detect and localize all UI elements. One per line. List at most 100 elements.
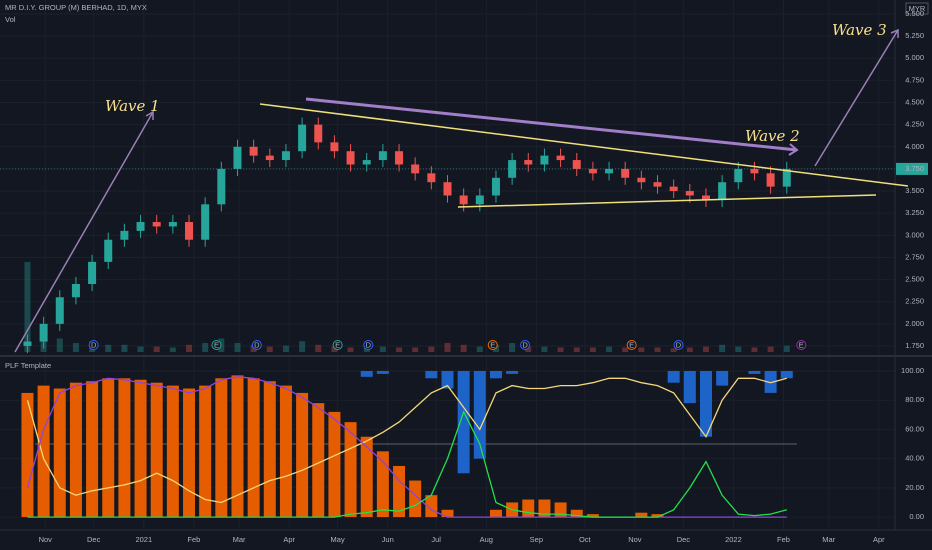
event-label: E [214, 340, 219, 349]
x-tick-label: Apr [873, 535, 885, 544]
candle-body [23, 341, 32, 346]
histogram-bar [635, 512, 648, 518]
candle-body [459, 195, 468, 205]
event-label: D [366, 340, 372, 349]
volume-bar [299, 341, 306, 352]
volume-bar [266, 346, 273, 352]
candle-body [136, 222, 145, 231]
candle-body [637, 177, 646, 183]
arrow-head [145, 110, 154, 120]
candle-body [346, 151, 355, 165]
candle-body [605, 168, 614, 174]
histogram-bar [780, 371, 793, 379]
currency: MYR [909, 4, 926, 13]
histogram-bar [764, 371, 777, 393]
histogram-bar [489, 371, 502, 379]
volume-bar [379, 346, 386, 352]
candle-body [104, 239, 113, 262]
candle-body [524, 160, 533, 165]
candle-body [88, 261, 97, 284]
histogram-bar [376, 451, 389, 518]
event-label: D [91, 340, 97, 349]
volume-bar [137, 346, 144, 352]
lower-trendline [457, 194, 877, 208]
x-tick-label: Mar [822, 535, 835, 544]
candle-body [152, 222, 161, 227]
volume-bar [153, 346, 160, 352]
candle-body [249, 146, 258, 156]
histogram-bar [441, 371, 454, 389]
histogram-bar [37, 385, 50, 518]
histogram-bar [183, 388, 196, 518]
volume-bar [622, 347, 629, 352]
y-tick-label: 2.500 [905, 275, 924, 284]
arrow-head [890, 28, 899, 38]
volume-label: Vol [5, 15, 16, 24]
volume-bar [56, 338, 63, 352]
candle-body [298, 124, 307, 152]
wave-1-arrow [14, 111, 154, 353]
volume-bar [202, 343, 209, 352]
y-tick-label: 3.250 [905, 208, 924, 217]
histogram-bar [651, 514, 664, 518]
histogram-bar [102, 378, 115, 518]
event-label: E [335, 340, 340, 349]
histogram-bar [538, 499, 551, 518]
volume-bar [783, 345, 790, 352]
candle-body [201, 204, 210, 240]
histogram-bar [328, 411, 341, 518]
x-tick-label: Nov [628, 535, 642, 544]
y-tick-label: 3.000 [905, 230, 924, 239]
volume-bar [282, 345, 289, 352]
volume-bar [525, 346, 532, 352]
event-marker [520, 340, 531, 350]
event-marker [251, 340, 262, 350]
volume-bar [315, 344, 322, 352]
candle-body [443, 182, 452, 196]
histogram-bar [441, 509, 454, 518]
event-marker [487, 340, 498, 350]
histogram-bar [425, 371, 438, 379]
x-tick-label: Oct [579, 535, 592, 544]
histogram-bar [69, 382, 82, 518]
volume-bar [589, 347, 596, 352]
y-tick-label: 80.00 [905, 395, 924, 404]
histogram-bar [166, 385, 179, 518]
candle-body [782, 168, 791, 187]
histogram-bar [231, 375, 244, 518]
y-tick-label: 4.500 [905, 98, 924, 107]
volume-bar [670, 348, 677, 352]
y-tick-label: 0.00 [909, 512, 924, 521]
volume-bar [234, 343, 241, 352]
x-tick-label: Feb [187, 535, 200, 544]
candle-body [330, 142, 339, 152]
x-tick-label: Jun [382, 535, 394, 544]
volume-bar [767, 346, 774, 352]
volume-bar [444, 343, 451, 352]
histogram-bar [360, 436, 373, 518]
candle-body [168, 222, 177, 227]
histogram-bar [489, 509, 502, 518]
x-tick-label: 2021 [135, 535, 152, 544]
candle-body [378, 151, 387, 161]
event-marker [363, 340, 374, 350]
histogram-bar [150, 382, 163, 518]
candle-body [71, 284, 80, 298]
histogram-bar [199, 385, 212, 518]
volume-bar [638, 347, 645, 352]
candle-body [362, 160, 371, 165]
event-marker [332, 340, 343, 350]
candle-body [734, 168, 743, 183]
histogram-bar [296, 392, 309, 518]
y-tick-label: 4.250 [905, 120, 924, 129]
purple-trendline [305, 97, 798, 152]
candle-body [669, 186, 678, 192]
histogram-bar [457, 371, 470, 474]
y-tick-label: 4.000 [905, 142, 924, 151]
histogram-bar [279, 385, 292, 518]
histogram-bar [21, 392, 34, 518]
x-tick-label: May [331, 535, 345, 544]
volume-bar [573, 347, 580, 352]
candle-body [766, 173, 775, 187]
